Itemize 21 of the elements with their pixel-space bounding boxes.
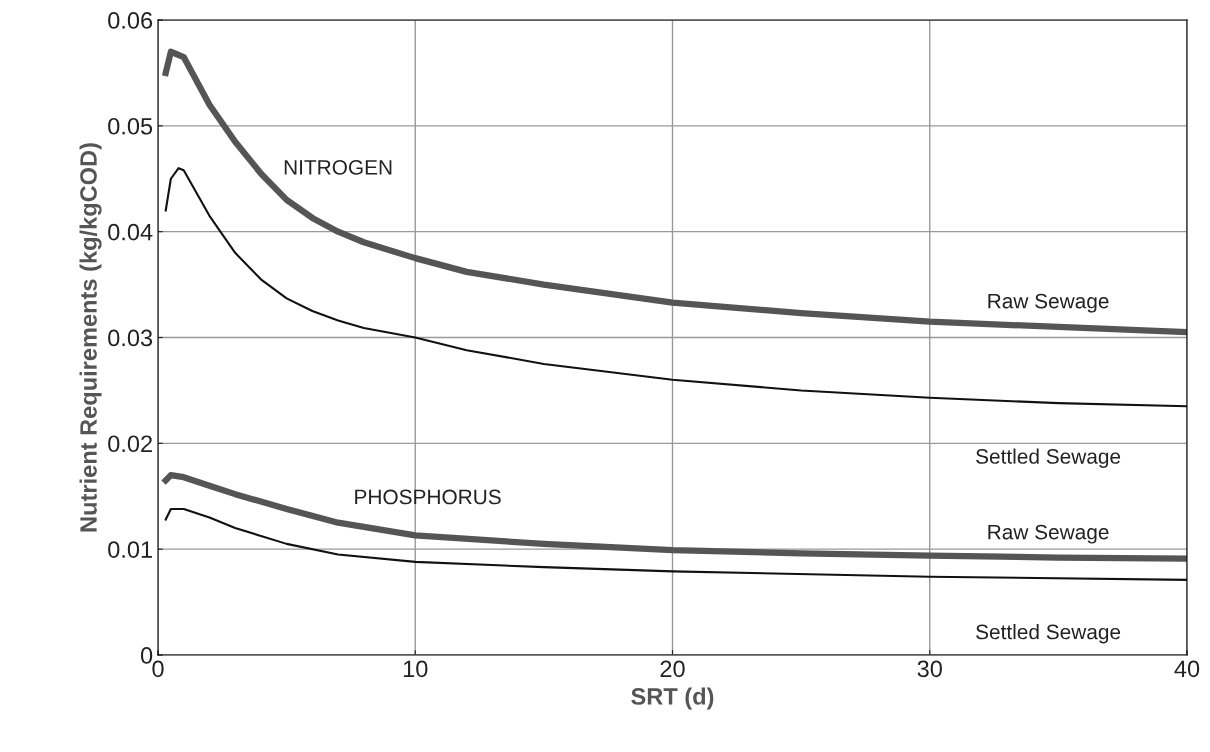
x-tick-label: 20 bbox=[660, 660, 685, 678]
y-tick-label: 0.04 bbox=[108, 223, 153, 241]
series-label: Raw Sewage bbox=[988, 293, 1109, 313]
y-tick-label: 0.06 bbox=[108, 12, 153, 29]
y-tick-label: 0.03 bbox=[108, 329, 153, 347]
y-tick-label: 0.02 bbox=[108, 435, 152, 453]
x-tick-label: 0 bbox=[152, 660, 164, 678]
series-label: Raw Sewage bbox=[988, 524, 1109, 544]
text: Settled Sewage bbox=[976, 623, 1121, 644]
x-tick-label: 10 bbox=[403, 660, 428, 678]
x-tick-label: 40 bbox=[1174, 660, 1200, 678]
annotation: PHOSPHORUS bbox=[355, 489, 501, 505]
text: Settled Sewage bbox=[976, 448, 1121, 468]
y-tick-label: 0 bbox=[140, 647, 153, 664]
annotation: NITROGEN bbox=[284, 160, 392, 175]
x-axis-title: SRT (d) bbox=[631, 687, 714, 710]
line-series bbox=[164, 507, 1187, 581]
y-tick-label: 0.05 bbox=[108, 117, 153, 135]
y-tick-label: 0.01 bbox=[108, 541, 152, 558]
x-tick-label: 30 bbox=[917, 660, 942, 678]
y-axis-title: Nutrient Requirements (kg/kgCOD) bbox=[79, 143, 102, 532]
